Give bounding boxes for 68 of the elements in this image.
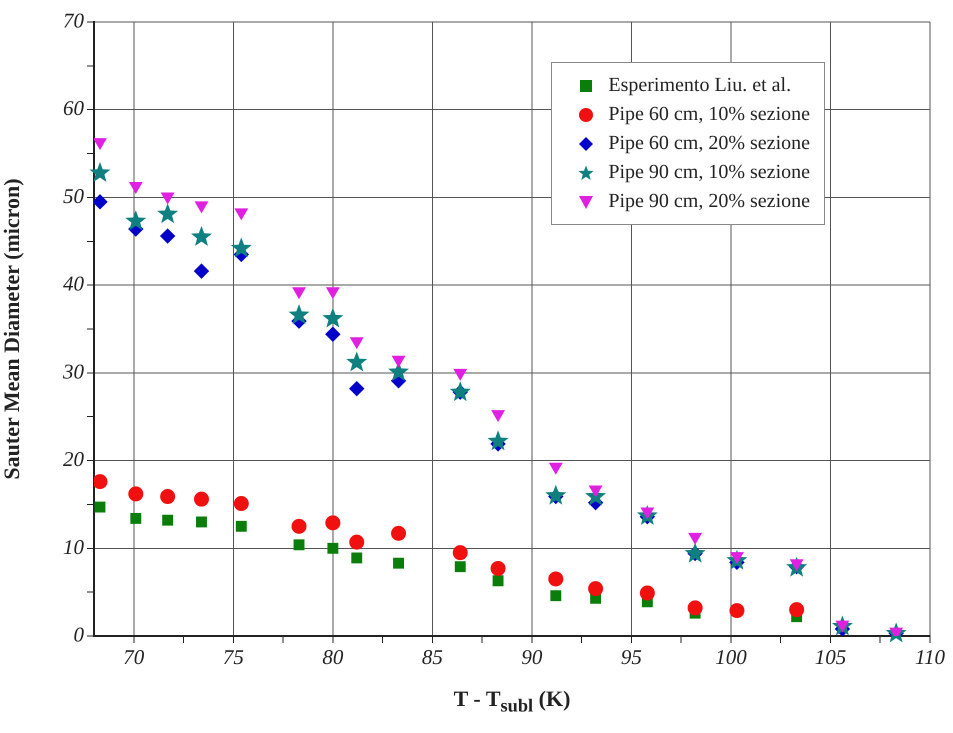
legend-label: Esperimento Liu. et al. [608, 73, 792, 98]
y-tick-label: 20 [63, 447, 84, 472]
point [234, 496, 249, 512]
point [349, 534, 364, 550]
point [130, 513, 142, 524]
point [294, 539, 304, 550]
point [327, 542, 338, 554]
x-tick-label: 100 [715, 645, 748, 670]
legend-label: Pipe 90 cm, 20% sezione [608, 189, 810, 214]
point [160, 228, 176, 244]
point [346, 351, 368, 372]
legend-label: Pipe 60 cm, 10% sezione [608, 102, 810, 127]
point [492, 575, 504, 586]
x-axis-title: T - T$_{subl}$ (K) [452, 686, 572, 716]
x-tick-label: 90 [521, 645, 543, 670]
point [292, 518, 307, 534]
point [545, 484, 566, 505]
point [196, 516, 207, 528]
point [789, 602, 804, 618]
legend-label: Pipe 60 cm, 20% sezione [608, 131, 810, 156]
point [454, 561, 466, 572]
x-tick-label: 80 [322, 645, 344, 670]
point [125, 210, 146, 230]
x-tick-label: 70 [123, 645, 145, 670]
point [128, 486, 144, 502]
point [94, 502, 106, 513]
point [729, 603, 744, 618]
point [550, 590, 562, 602]
point [322, 308, 344, 328]
point [194, 492, 209, 507]
point [688, 600, 703, 616]
x-tick-label: 95 [620, 645, 642, 670]
x-tick-label: 110 [915, 645, 946, 670]
y-tick-label: 70 [63, 8, 84, 33]
point [191, 226, 212, 246]
x-tick-label: 75 [222, 645, 244, 670]
point [351, 552, 362, 564]
y-tick-label: 60 [63, 96, 84, 120]
y-tick-label: 40 [63, 272, 84, 296]
y-tick-label: 10 [63, 534, 84, 559]
point [391, 526, 406, 541]
point [588, 581, 604, 596]
legend-label: Pipe 90 cm, 10% sezione [608, 160, 810, 185]
x-tick-label: 85 [422, 645, 443, 670]
point [162, 514, 174, 526]
point [160, 489, 176, 504]
point [490, 560, 506, 576]
point [393, 558, 404, 569]
point [90, 162, 110, 182]
point [684, 542, 706, 563]
point [548, 571, 564, 586]
point [236, 520, 247, 532]
point [349, 381, 364, 396]
point [325, 515, 340, 530]
point [194, 264, 209, 279]
point [230, 237, 252, 258]
point [640, 586, 655, 601]
point [450, 381, 471, 402]
point [157, 203, 178, 224]
y-tick-label: 30 [62, 359, 84, 384]
point [452, 545, 468, 560]
y-tick-label: 50 [63, 184, 84, 208]
point [325, 326, 340, 342]
y-tick-label: 0 [74, 622, 84, 647]
point [288, 304, 310, 324]
y-axis-title: Sauter Mean Diameter (micron) [0, 178, 24, 480]
point [488, 430, 509, 450]
x-tick-label: 105 [814, 645, 846, 670]
